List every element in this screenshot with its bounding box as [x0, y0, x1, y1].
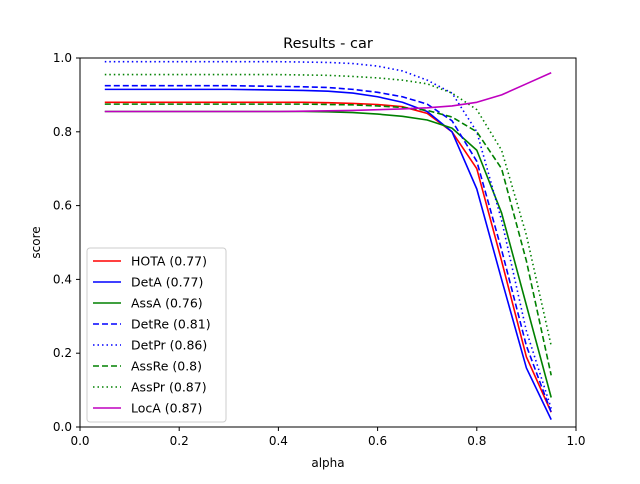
series-line-1	[104, 88, 552, 420]
legend-label: AssA (0.76)	[131, 296, 203, 311]
y-tick-label: 0.2	[53, 346, 72, 360]
y-tick-label: 1.0	[53, 51, 72, 65]
legend-label: DetPr (0.86)	[131, 338, 207, 353]
legend-box	[86, 247, 227, 423]
x-tick-label: 0.4	[269, 434, 288, 448]
y-tick-label: 0.6	[53, 199, 72, 213]
plot-frame	[79, 57, 577, 428]
y-tick-label: 0.8	[53, 125, 72, 139]
legend-label: HOTA (0.77)	[131, 254, 207, 269]
series-line-0	[104, 101, 552, 413]
legend-label: AssRe (0.8)	[131, 359, 202, 374]
y-tick-label: 0.0	[53, 420, 72, 434]
series-line-7	[104, 72, 552, 113]
x-tick-label: 0.6	[368, 434, 387, 448]
y-axis-label: score	[29, 226, 43, 258]
series-line-3	[104, 84, 552, 413]
chart-title: Results - car	[283, 36, 373, 52]
x-tick-label: 1.0	[566, 434, 585, 448]
legend-label: LocA (0.87)	[131, 401, 202, 416]
legend-label: DetA (0.77)	[131, 275, 203, 290]
legend-label: AssPr (0.87)	[131, 380, 207, 395]
series-line-6	[104, 73, 552, 346]
plot-area	[104, 60, 552, 420]
x-tick-label: 0.8	[467, 434, 486, 448]
y-tick-label: 0.4	[53, 272, 72, 286]
legend: HOTA (0.77) DetA (0.77) AssA (0.76) DetRe (…	[86, 247, 227, 423]
series-line-5	[104, 103, 552, 376]
legend-label: DetRe (0.81)	[131, 317, 211, 332]
x-tick-label: 0.0	[70, 434, 89, 448]
axis-ticks: 0.0 0.2 0.4 0.6 0.8 1.0 0.0 0.2 0.4 0.6 0.8 1.0	[53, 51, 586, 448]
x-tick-label: 0.2	[170, 434, 189, 448]
x-axis-label: alpha	[311, 456, 344, 470]
